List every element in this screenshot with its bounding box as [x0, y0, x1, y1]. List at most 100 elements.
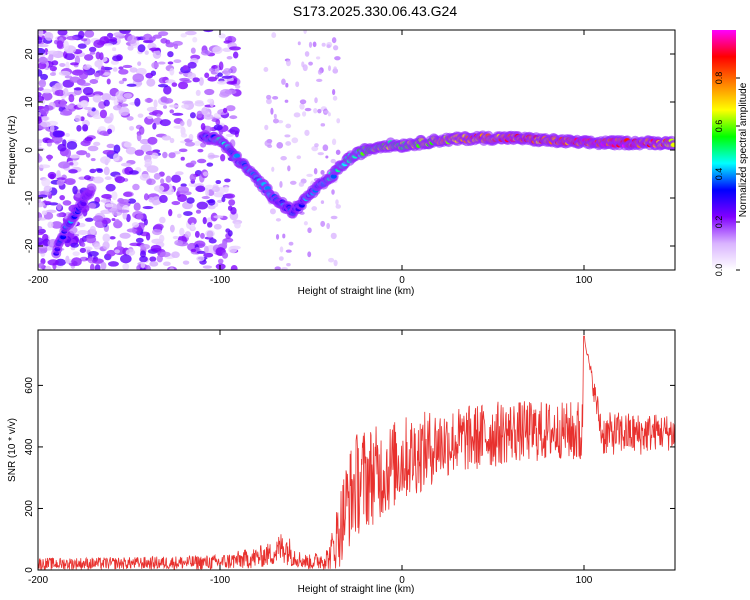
heatmap-noise-cell [330, 215, 338, 220]
heatmap-noise-cell [76, 150, 88, 156]
heatmap-noise-cell [194, 101, 205, 107]
heatmap-noise-cell [152, 201, 159, 206]
heatmap-noise-cell [139, 243, 151, 250]
heatmap-noise-cell [216, 80, 227, 85]
heatmap-ridge-cell [670, 142, 675, 147]
heatmap-noise-cell [285, 82, 289, 88]
heatmap-noise-cell [229, 126, 240, 135]
heatmap-noise-cell [200, 232, 205, 239]
colorbar-tick-label: 0.4 [714, 168, 724, 181]
heatmap-noise-cell [230, 265, 238, 270]
heatmap-noise-cell [201, 107, 209, 115]
heatmap-noise-cell [325, 155, 329, 159]
heatmap-noise-cell [127, 45, 134, 51]
heatmap-noise-cell [203, 114, 214, 120]
heatmap-noise-cell [285, 59, 291, 67]
heatmap-noise-cell [100, 65, 105, 75]
heatmap-noise-cell [266, 94, 272, 100]
heatmap-noise-cell [153, 99, 158, 108]
heatmap-noise-cell [144, 50, 149, 55]
heatmap-noise-cell [54, 89, 66, 97]
heatmap-noise-cell [96, 168, 103, 173]
heatmap-noise-cell [40, 121, 51, 128]
heatmap-noise-cell [190, 222, 196, 230]
heatmap-noise-cell [137, 44, 146, 53]
heatmap-noise-cell [159, 119, 171, 127]
heatmap-noise-cell [103, 99, 110, 107]
heatmap-noise-cell [118, 80, 125, 85]
heatmap-noise-cell [62, 87, 69, 97]
heatmap-noise-cell [44, 265, 52, 270]
heatmap-noise-cell [84, 175, 91, 181]
colorbar-tick-label: 0.8 [714, 72, 724, 85]
heatmap-noise-cell [38, 56, 48, 64]
heatmap-noise-cell [168, 104, 179, 108]
heatmap-noise-cell [154, 223, 164, 230]
heatmap-noise-cell [190, 47, 196, 54]
heatmap-noise-cell [172, 235, 179, 240]
heatmap-noise-cell [314, 143, 319, 148]
heatmap-noise-cell [297, 41, 301, 46]
snr-x-tick-label: 100 [576, 575, 593, 586]
heatmap-noise-cell [182, 64, 189, 71]
heatmap-noise-cell [224, 178, 231, 183]
heatmap-noise-cell [140, 261, 146, 269]
heatmap-x-tick-label: -100 [210, 275, 230, 286]
heatmap-noise-cell [335, 149, 341, 155]
heatmap-noise-cell [59, 110, 72, 116]
heatmap-noise-cell [109, 37, 118, 42]
heatmap-noise-cell [56, 203, 62, 211]
heatmap-noise-cell [317, 69, 323, 75]
heatmap-noise-cell [135, 81, 143, 86]
heatmap-noise-cell [189, 112, 196, 119]
heatmap-noise-cell [263, 66, 269, 73]
heatmap-noise-cell [322, 144, 329, 152]
heatmap-noise-cell [332, 95, 338, 101]
snr-y-tick-label: 600 [24, 377, 35, 394]
heatmap-noise-cell [72, 251, 80, 257]
heatmap-noise-cell [133, 202, 141, 211]
heatmap-noise-cell [332, 45, 339, 51]
heatmap-noise-cell [177, 213, 182, 219]
snr-y-tick-label: 200 [24, 500, 35, 517]
heatmap-noise-cell [38, 153, 41, 163]
heatmap-noise-cell [226, 105, 236, 112]
heatmap-noise-cell [71, 257, 82, 266]
heatmap-noise-cell [118, 103, 129, 107]
heatmap-noise-cell [65, 133, 70, 138]
heatmap-noise-cell [58, 70, 71, 76]
heatmap-noise-cell [232, 51, 239, 59]
heatmap-noise-cell [229, 46, 241, 51]
heatmap-noise-cell [330, 232, 337, 240]
heatmap-noise-cell [142, 40, 154, 44]
heatmap-noise-cell [206, 162, 214, 167]
heatmap-noise-cell [234, 221, 241, 229]
heatmap-noise-cell [207, 198, 216, 206]
heatmap-noise-cell [285, 123, 292, 129]
heatmap-noise-cell [38, 87, 44, 91]
heatmap-noise-cell [38, 194, 48, 198]
heatmap-noise-cell [95, 51, 101, 60]
heatmap-noise-cell [185, 141, 195, 147]
heatmap-noise-cell [128, 170, 139, 175]
heatmap-noise-cell [303, 30, 307, 34]
heatmap-noise-cell [64, 75, 73, 79]
heatmap-noise-cell [140, 144, 152, 153]
heatmap-noise-cell [298, 181, 305, 187]
heatmap-noise-cell [101, 93, 112, 102]
heatmap-noise-cell [178, 148, 188, 153]
heatmap-noise-cell [39, 108, 49, 116]
heatmap-noise-cell [277, 120, 284, 124]
heatmap-noise-cell [188, 133, 194, 141]
heatmap-noise-cell [215, 179, 222, 185]
heatmap-noise-cell [326, 222, 331, 230]
heatmap-noise-cell [202, 171, 209, 177]
heatmap-noise-cell [196, 255, 205, 262]
snr-x-tick-label: -100 [210, 575, 230, 586]
heatmap-noise-cell [104, 176, 112, 181]
heatmap-noise-cell [79, 82, 91, 87]
heatmap-noise-cell [162, 151, 168, 159]
heatmap-noise-cell [169, 68, 175, 76]
heatmap-noise-cell [145, 264, 151, 270]
